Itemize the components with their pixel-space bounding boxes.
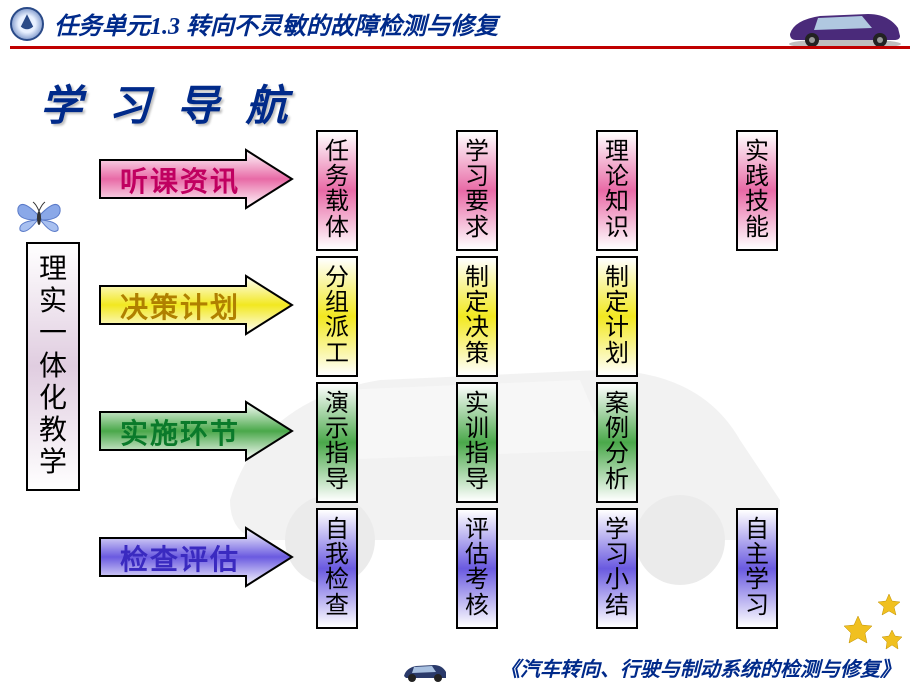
arrow-label: 检查评估 [120,538,240,578]
stage-box: 理论知识 [596,130,638,251]
slide-title: 任务单元1.3 转向不灵敏的故障检测与修复 [54,6,498,41]
arrow-label: 听课资讯 [120,160,240,200]
stage-box: 学习小结 [596,508,638,629]
left-category-text: 理实一体化教学 [39,254,67,478]
section-title: 学 习 导 航 [40,72,296,133]
arrow-label: 决策计划 [120,286,240,326]
decorative-stars-icon [834,586,914,656]
butterfly-icon [16,196,62,238]
arrow-row-1: 决策计划 [96,274,296,336]
left-category-box: 理实一体化教学 [26,242,80,491]
arrow-row-3: 检查评估 [96,526,296,588]
stage-box: 制定决策 [456,256,498,377]
stage-box: 学习要求 [456,130,498,251]
stage-box: 分组派工 [316,256,358,377]
stage-box: 实训指导 [456,382,498,503]
stage-box: 自主学习 [736,508,778,629]
arrow-label: 实施环节 [120,412,240,452]
footer-text: 《汽车转向、行驶与制动系统的检测与修复》 [500,653,900,682]
slide-header: 任务单元1.3 转向不灵敏的故障检测与修复 [0,0,920,50]
stage-box: 制定计划 [596,256,638,377]
footer-car-icon [400,656,450,684]
header-car-icon [780,0,910,50]
header-divider [10,46,910,49]
arrow-row-2: 实施环节 [96,400,296,462]
stage-box: 评估考核 [456,508,498,629]
stage-box: 自我检查 [316,508,358,629]
stage-box: 任务载体 [316,130,358,251]
stage-box: 演示指导 [316,382,358,503]
stage-box: 实践技能 [736,130,778,251]
institution-logo-icon [10,7,44,41]
stage-box: 案例分析 [596,382,638,503]
arrow-row-0: 听课资讯 [96,148,296,210]
